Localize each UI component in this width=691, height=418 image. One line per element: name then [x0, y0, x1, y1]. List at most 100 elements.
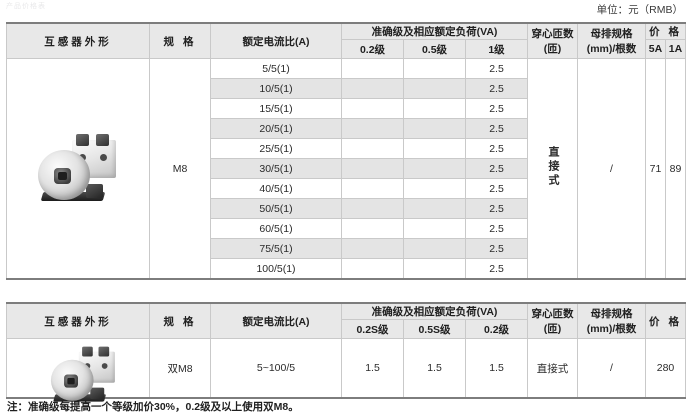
td-acc-0-5	[403, 98, 466, 119]
product-photo-double-m8	[6, 338, 150, 402]
td-ratio: 25/5(1)	[210, 138, 342, 159]
th-price-1a: 1A	[665, 39, 687, 59]
td2-turns: 直接式	[527, 338, 579, 399]
td-acc-0-5	[403, 198, 466, 219]
td-turns-m8: 直接式	[527, 58, 579, 280]
td-acc-0-2	[341, 198, 404, 219]
th-busbar: 母排规格 (mm)/根数	[577, 22, 647, 59]
td-acc-1: 2.5	[464, 98, 529, 119]
td-acc-1: 2.5	[464, 78, 529, 99]
table-row: 50/5(1) 2.5	[7, 198, 686, 219]
td-ratio: 50/5(1)	[210, 198, 342, 219]
th2-ratio: 额定电流比(A)	[210, 302, 342, 339]
td2-ratio: 5~100/5	[210, 338, 342, 399]
th2-spec: 规 格	[149, 302, 211, 339]
th-accuracy-group: 准确级及相应额定负荷(VA)	[340, 22, 529, 40]
td-price-1a: 89	[665, 58, 687, 280]
td-acc-0-5	[403, 178, 466, 199]
th2-accuracy-group: 准确级及相应额定负荷(VA)	[340, 302, 529, 320]
td-acc-0-2	[341, 258, 404, 280]
table-row: 60/5(1) 2.5	[7, 218, 686, 239]
td-acc-0-2	[341, 138, 404, 159]
price-table-m8: 互感器外形 规 格 额定电流比(A) 准确级及相应额定负荷(VA) 穿心匝数 (…	[6, 22, 687, 280]
td-acc-0-5	[403, 238, 466, 259]
table-row: 15/5(1) 2.5	[7, 98, 686, 119]
th2-acc-0-2: 0.2级	[464, 319, 529, 339]
td-ratio: 75/5(1)	[210, 238, 342, 259]
th-shape: 互感器外形	[6, 22, 150, 59]
td2-price: 280	[645, 338, 687, 399]
td-acc-1: 2.5	[464, 198, 529, 219]
td-acc-0-5	[403, 258, 466, 280]
td-acc-0-2	[341, 118, 404, 139]
td2-acc-0-2s: 1.5	[341, 338, 404, 399]
td-acc-1: 2.5	[464, 258, 529, 280]
td-acc-0-5	[403, 158, 466, 179]
td-price-5a: 71	[645, 58, 667, 280]
th-turns-line1: 穿心匝数	[531, 28, 574, 40]
th-price-group: 价 格	[645, 22, 687, 40]
table2-header-row-1: 互感器外形 规 格 额定电流比(A) 准确级及相应额定负荷(VA) 穿心匝数 (…	[6, 302, 687, 339]
td-acc-0-2	[341, 58, 404, 79]
td2-spec: 双M8	[149, 338, 211, 399]
td-acc-0-2	[341, 178, 404, 199]
td-acc-1: 2.5	[464, 218, 529, 239]
unit-caption: 单位：元（RMB）	[596, 4, 683, 16]
td-acc-1: 2.5	[464, 118, 529, 139]
td-acc-1: 2.5	[464, 138, 529, 159]
th-acc-0-2: 0.2级	[341, 39, 404, 59]
th-price-5a: 5A	[645, 39, 667, 59]
table-row: M8 5/5(1) 2.5 直接式 / 71 89	[6, 58, 687, 280]
table-row: 双M8 5~100/5 1.5 1.5 1.5 直接式 / 280	[6, 338, 687, 402]
th-acc-1: 1级	[464, 39, 529, 59]
th2-acc-0-2s: 0.2S级	[341, 319, 404, 339]
th2-turns: 穿心匝数 (匝)	[527, 302, 579, 339]
th-ratio: 额定电流比(A)	[210, 22, 342, 59]
td-ratio: 100/5(1)	[210, 258, 342, 280]
td-ratio: 10/5(1)	[210, 78, 342, 99]
td-acc-0-5	[403, 138, 466, 159]
product-photo-m8	[6, 58, 150, 280]
td-acc-0-2	[341, 98, 404, 119]
table-row: 40/5(1) 2.5	[7, 178, 686, 199]
table2-header-row-2: 0.2S级 0.5S级 0.2级	[7, 319, 686, 339]
td-acc-1: 2.5	[464, 238, 529, 259]
th2-acc-0-5s: 0.5S级	[403, 319, 466, 339]
th2-busbar-line2: (mm)/根数	[586, 323, 637, 335]
current-transformer-image	[46, 345, 115, 402]
table-row: 100/5(1) 2.5	[7, 258, 686, 280]
th-acc-0-5: 0.5级	[403, 39, 466, 59]
td2-busbar: /	[577, 338, 647, 399]
th-turns-line2: (匝)	[543, 43, 562, 55]
td-acc-0-5	[403, 218, 466, 239]
table1-header-row-2: 0.2级 0.5级 1级 5A 1A	[7, 39, 687, 59]
td-acc-0-2	[341, 78, 404, 99]
th-turns: 穿心匝数 (匝)	[527, 22, 579, 59]
td-ratio: 5/5(1)	[210, 58, 342, 79]
td-acc-0-2	[341, 158, 404, 179]
faint-header-text: 产品价格表	[6, 3, 46, 10]
td-ratio: 20/5(1)	[210, 118, 342, 139]
current-transformer-image	[32, 132, 124, 206]
th2-shape: 互感器外形	[6, 302, 150, 339]
footnote: 注：准确级每提高一个等级加价30%，0.2级及以上使用双M8。	[7, 401, 299, 413]
td-ratio: 60/5(1)	[210, 218, 342, 239]
th-spec: 规 格	[149, 22, 211, 59]
td2-acc-0-5s: 1.5	[403, 338, 466, 399]
td-acc-1: 2.5	[464, 178, 529, 199]
table-row: 20/5(1) 2.5	[7, 118, 686, 139]
td-acc-0-2	[341, 218, 404, 239]
td-acc-0-2	[341, 238, 404, 259]
td-acc-1: 2.5	[464, 158, 529, 179]
td-acc-0-5	[403, 118, 466, 139]
table-row: 25/5(1) 2.5	[7, 138, 686, 159]
td-spec-m8: M8	[149, 58, 211, 280]
td-busbar-m8: /	[577, 58, 647, 280]
table1-header-row-1: 互感器外形 规 格 额定电流比(A) 准确级及相应额定负荷(VA) 穿心匝数 (…	[6, 22, 687, 59]
th2-turns-line2: (匝)	[543, 323, 562, 335]
th2-busbar: 母排规格 (mm)/根数	[577, 302, 647, 339]
table-row: 75/5(1) 2.5	[7, 238, 686, 259]
td-ratio: 15/5(1)	[210, 98, 342, 119]
table-row: 10/5(1) 2.5	[7, 78, 686, 99]
